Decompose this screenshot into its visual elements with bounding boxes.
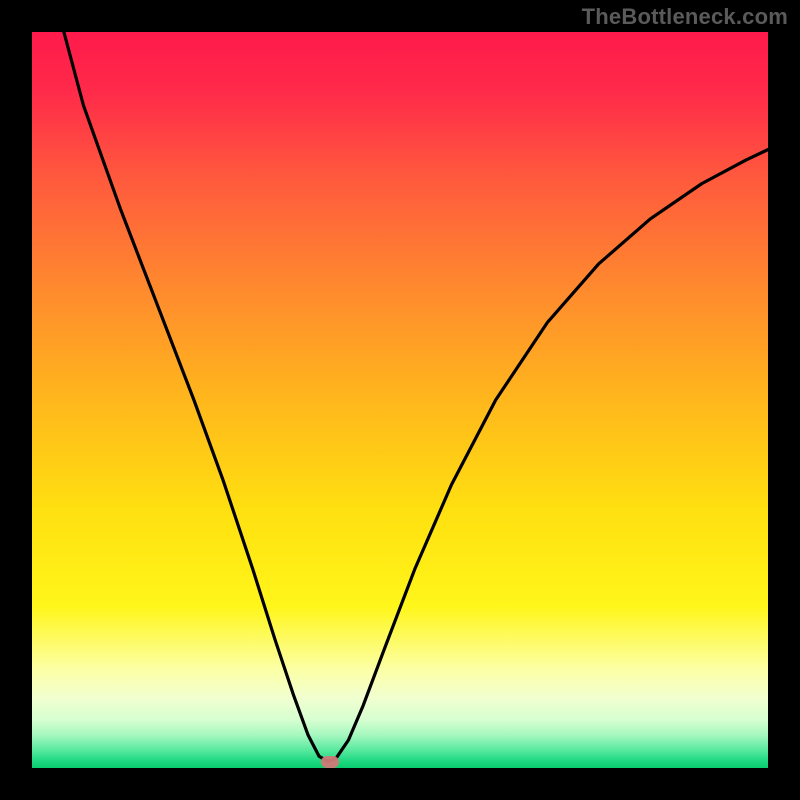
chart-frame: TheBottleneck.com [0,0,800,800]
curve-polyline [54,32,768,761]
optimal-marker-pill [321,756,339,768]
optimal-marker [321,756,339,768]
watermark-text: TheBottleneck.com [582,4,788,30]
plot-area [32,32,768,768]
bottleneck-curve [32,32,768,768]
